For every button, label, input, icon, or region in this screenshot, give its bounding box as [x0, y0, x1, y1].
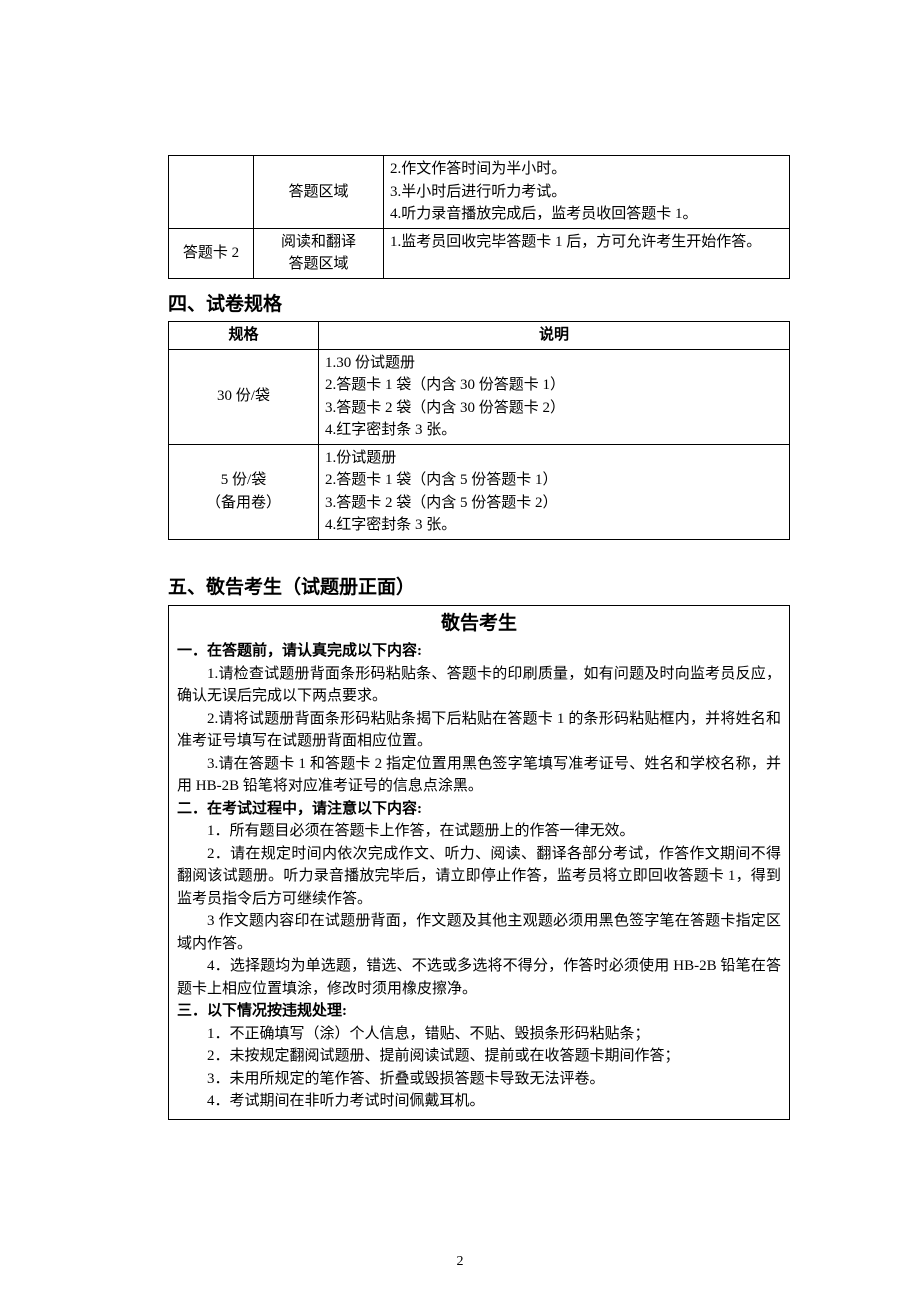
cell: 1.份试题册 2.答题卡 1 袋（内含 5 份答题卡 1） 3.答题卡 2 袋（…	[319, 444, 790, 539]
notice-item: 2.请将试题册背面条形码粘贴条揭下后粘贴在答题卡 1 的条形码粘贴框内，并将姓名…	[177, 708, 781, 753]
section5-heading: 五、敬告考生（试题册正面）	[168, 574, 790, 603]
cell: 1.30 份试题册 2.答题卡 1 袋（内含 30 份答题卡 1） 3.答题卡 …	[319, 349, 790, 444]
cell-line: 3.半小时后进行听力考试。	[390, 181, 783, 204]
cell-line: 1.份试题册	[325, 447, 783, 470]
table-answer-cards: 答题区域 2.作文作答时间为半小时。 3.半小时后进行听力考试。 4.听力录音播…	[168, 155, 790, 279]
table-row: 5 份/袋 （备用卷） 1.份试题册 2.答题卡 1 袋（内含 5 份答题卡 1…	[169, 444, 790, 539]
cell: 30 份/袋	[169, 349, 319, 444]
table-header-row: 规格 说明	[169, 322, 790, 350]
cell-line: 2.作文作答时间为半小时。	[390, 158, 783, 181]
notice-title: 敬告考生	[177, 610, 781, 639]
notice-item: 3.请在答题卡 1 和答题卡 2 指定位置用黑色签字笔填写准考证号、姓名和学校名…	[177, 753, 781, 798]
cell-line: 2.答题卡 1 袋（内含 30 份答题卡 1）	[325, 374, 783, 397]
cell: 1.监考员回收完毕答题卡 1 后，方可允许考生开始作答。	[384, 228, 790, 278]
cell: 5 份/袋 （备用卷）	[169, 444, 319, 539]
cell-line: 4.听力录音播放完成后，监考员收回答题卡 1。	[390, 203, 783, 226]
cell: 2.作文作答时间为半小时。 3.半小时后进行听力考试。 4.听力录音播放完成后，…	[384, 156, 790, 229]
table-row: 答题区域 2.作文作答时间为半小时。 3.半小时后进行听力考试。 4.听力录音播…	[169, 156, 790, 229]
notice-item: 3．未用所规定的笔作答、折叠或毁损答题卡导致无法评卷。	[177, 1068, 781, 1091]
cell-line: 1.监考员回收完毕答题卡 1 后，方可允许考生开始作答。	[390, 231, 783, 254]
document-page: 答题区域 2.作文作答时间为半小时。 3.半小时后进行听力考试。 4.听力录音播…	[0, 0, 920, 1302]
cell-line: 4.红字密封条 3 张。	[325, 514, 783, 537]
cell-line: 2.答题卡 1 袋（内含 5 份答题卡 1）	[325, 469, 783, 492]
notice-box: 敬告考生 一．在答题前，请认真完成以下内容: 1.请检查试题册背面条形码粘贴条、…	[168, 605, 790, 1120]
cell-line: 4.红字密封条 3 张。	[325, 419, 783, 442]
notice-item: 2．未按规定翻阅试题册、提前阅读试题、提前或在收答题卡期间作答；	[177, 1045, 781, 1068]
section4-heading: 四、试卷规格	[168, 291, 790, 320]
notice-item: 1．不正确填写（涂）个人信息，错贴、不贴、毁损条形码粘贴条；	[177, 1023, 781, 1046]
notice-sub-head-1: 一．在答题前，请认真完成以下内容:	[177, 640, 781, 663]
table-row: 答题卡 2 阅读和翻译 答题区域 1.监考员回收完毕答题卡 1 后，方可允许考生…	[169, 228, 790, 278]
notice-item: 2．请在规定时间内依次完成作文、听力、阅读、翻译各部分考试，作答作文期间不得翻阅…	[177, 843, 781, 911]
cell: 答题卡 2	[169, 228, 254, 278]
cell: 答题区域	[254, 156, 384, 229]
notice-item: 4．选择题均为单选题，错选、不选或多选将不得分，作答时必须使用 HB-2B 铅笔…	[177, 955, 781, 1000]
notice-item: 1.请检查试题册背面条形码粘贴条、答题卡的印刷质量，如有问题及时向监考员反应，确…	[177, 663, 781, 708]
cell-line: 3.答题卡 2 袋（内含 30 份答题卡 2）	[325, 397, 783, 420]
cell: 阅读和翻译 答题区域	[254, 228, 384, 278]
header-cell: 规格	[169, 322, 319, 350]
notice-sub-head-2: 二．在考试过程中，请注意以下内容:	[177, 798, 781, 821]
notice-item: 3 作文题内容印在试题册背面，作文题及其他主观题必须用黑色签字笔在答题卡指定区域…	[177, 910, 781, 955]
notice-item: 4．考试期间在非听力考试时间佩戴耳机。	[177, 1090, 781, 1113]
table-row: 30 份/袋 1.30 份试题册 2.答题卡 1 袋（内含 30 份答题卡 1）…	[169, 349, 790, 444]
page-number: 2	[0, 1251, 920, 1272]
cell-line: 3.答题卡 2 袋（内含 5 份答题卡 2）	[325, 492, 783, 515]
header-cell: 说明	[319, 322, 790, 350]
cell	[169, 156, 254, 229]
cell-line: 1.30 份试题册	[325, 352, 783, 375]
notice-sub-head-3: 三．以下情况按违规处理:	[177, 1000, 781, 1023]
table-paper-spec: 规格 说明 30 份/袋 1.30 份试题册 2.答题卡 1 袋（内含 30 份…	[168, 321, 790, 540]
notice-item: 1．所有题目必须在答题卡上作答，在试题册上的作答一律无效。	[177, 820, 781, 843]
